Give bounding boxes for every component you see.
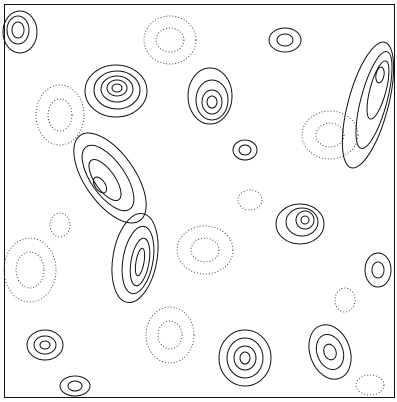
page xyxy=(0,0,397,402)
contour-plot xyxy=(0,0,397,402)
